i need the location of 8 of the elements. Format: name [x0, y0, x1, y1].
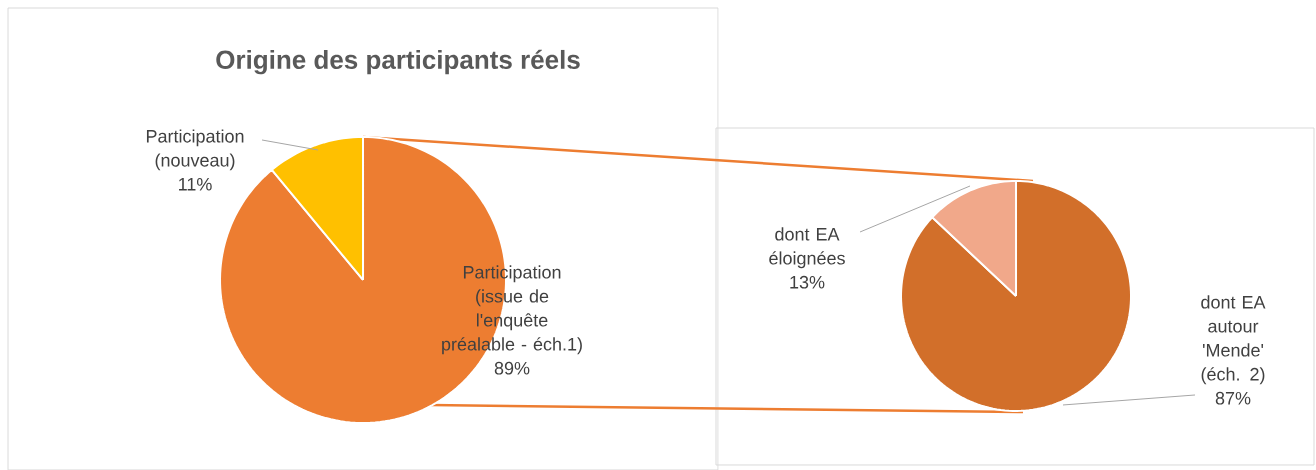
slice-label: dont EA éloignées	[769, 227, 845, 269]
data-label: 89%	[494, 361, 530, 375]
chart-title: Origine des participants réels	[216, 49, 580, 75]
slice-label: dont EA autour 'Mende' (éch. 2)	[1201, 295, 1266, 385]
data-label: 11%	[179, 177, 212, 191]
data-label: 87%	[1215, 391, 1251, 405]
data-label: 13%	[790, 275, 825, 289]
slice-label: Participation (nouveau)	[146, 129, 244, 171]
